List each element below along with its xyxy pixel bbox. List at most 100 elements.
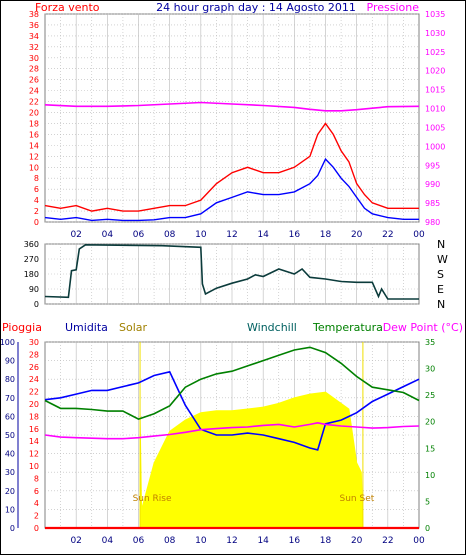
chart3-umidita-tick-label: 22 — [29, 388, 39, 397]
chart3-pioggia-tick-label: 80 — [5, 375, 15, 384]
legend-windchill: Windchill — [247, 321, 297, 334]
chart1-x-tick-label: 18 — [320, 230, 332, 240]
chart1-grid — [45, 13, 419, 223]
chart3-sunrise-label: Sun Rise — [133, 494, 172, 504]
chart3-umidita-tick-label: 0 — [34, 524, 39, 533]
chart1-right-tick-label: 990 — [425, 180, 440, 189]
chart1-right-tick-label: 995 — [425, 161, 440, 170]
chart1-left-tick-label: 28 — [29, 65, 39, 74]
chart1-left-tick-label: 10 — [29, 163, 39, 172]
chart3-solar-area — [139, 391, 364, 529]
chart1-left-tick-label: 8 — [34, 174, 39, 183]
chart1-left-tick-label: 30 — [29, 54, 39, 63]
chart3-temp-tick-label: 20 — [425, 418, 435, 427]
chart2-compass-label: W — [437, 253, 448, 266]
chart1-left-tick-label: 0 — [34, 218, 39, 227]
chart1-right-label: Pressione — [367, 1, 420, 14]
chart3-pioggia-tick-label: 60 — [5, 412, 15, 421]
chart3-series-line-1 — [44, 370, 420, 451]
legend-solar: Solar — [119, 321, 148, 334]
chart1-x-tick-label: 22 — [382, 230, 393, 240]
chart2-series — [44, 243, 419, 300]
chart1-left-tick-label: 32 — [29, 43, 39, 52]
chart3-pioggia-tick-label: 70 — [5, 394, 15, 403]
chart1-title: 24 hour graph day : 14 Agosto 2011 — [156, 1, 356, 14]
legend-dewpoint: Dew Point (°C) — [383, 321, 463, 334]
chart3-x-tick-label: 14 — [257, 536, 269, 546]
chart3-umidita-tick-label: 24 — [29, 375, 39, 384]
chart3-x-tick-label: 10 — [195, 536, 207, 546]
chart3-umidita-tick-label: 10 — [29, 462, 39, 471]
chart3-umidita-tick-label: 26 — [29, 363, 39, 372]
chart3-x-tick-label: 02 — [70, 536, 81, 546]
chart3-temp-tick-label: 10 — [425, 471, 435, 480]
chart3-umidita-tick-label: 28 — [29, 350, 39, 359]
chart3-umidita-tick-label: 14 — [29, 437, 39, 446]
chart1-right-tick-label: 1000 — [425, 142, 445, 151]
chart3-pioggia-tick-label: 0 — [10, 524, 15, 533]
chart1-right-tick-label: 1025 — [425, 48, 445, 57]
chart2-left-tick-label: 180 — [24, 270, 39, 279]
chart1-right-tick-label: 1005 — [425, 123, 445, 132]
chart1-left-tick-label: 24 — [29, 87, 39, 96]
chart2-compass-label: S — [437, 268, 444, 281]
chart1-left-tick-label: 22 — [29, 98, 39, 107]
chart2-compass-label: N — [437, 238, 445, 251]
chart3-x-tick-label: 00 — [413, 536, 425, 546]
chart1-right-tick-label: 1035 — [425, 10, 445, 19]
chart1-left-tick-label: 16 — [29, 130, 39, 139]
chart1-x-tick-label: 20 — [351, 230, 363, 240]
chart3-pioggia-tick-label: 40 — [5, 450, 15, 459]
chart1-left-tick-label: 34 — [29, 32, 39, 41]
chart1-x-tick-label: 12 — [226, 230, 237, 240]
chart1-right-tick-label: 1010 — [425, 105, 445, 114]
chart3-sunset-label: Sun Set — [340, 494, 375, 504]
chart1-series-line-0 — [44, 122, 419, 212]
chart3-x-tick-label: 22 — [382, 536, 393, 546]
chart3-temp-tick-label: 5 — [425, 497, 430, 506]
chart3-x-tick-label: 06 — [133, 536, 145, 546]
chart3-umidita-tick-label: 30 — [29, 338, 39, 347]
chart3-umidita-tick-label: 8 — [34, 474, 39, 483]
chart1-x-tick-label: 08 — [164, 230, 176, 240]
chart2-left-tick-label: 270 — [24, 255, 39, 264]
chart1-x-tick-label: 10 — [195, 230, 207, 240]
chart3-umidita-tick-label: 18 — [29, 412, 39, 421]
chart2-left-tick-label: 360 — [24, 240, 39, 249]
chart1-series — [44, 101, 420, 222]
chart3-pioggia-tick-label: 30 — [5, 468, 15, 477]
legend-temperatura: Temperatura — [312, 321, 383, 334]
chart1-left-tick-label: 36 — [29, 21, 39, 30]
chart3-temp-tick-label: 15 — [425, 444, 435, 453]
chart2-grid — [45, 243, 419, 305]
chart1-left-label: Forza vento — [35, 1, 100, 14]
chart3-pioggia-tick-label: 90 — [5, 357, 15, 366]
chart3-umidita-tick-label: 16 — [29, 425, 39, 434]
chart1-left-tick-label: 26 — [29, 76, 39, 85]
chart1-x-tick-label: 06 — [133, 230, 145, 240]
chart3-x-tick-label: 12 — [226, 536, 237, 546]
chart1-right-tick-label: 980 — [425, 218, 440, 227]
chart1-right-tick-label: 1015 — [425, 86, 445, 95]
chart1-x-tick-label: 02 — [70, 230, 81, 240]
chart1-left-tick-label: 18 — [29, 119, 39, 128]
chart3-x-tick-label: 08 — [164, 536, 176, 546]
chart3-pioggia-tick-label: 100 — [1, 338, 15, 347]
chart2-left-tick-label: 0 — [34, 300, 39, 309]
chart2-compass-label: N — [437, 298, 445, 311]
chart3-x-tick-label: 16 — [289, 536, 301, 546]
chart2-series-line-0 — [44, 243, 419, 300]
chart1-left-tick-label: 14 — [29, 141, 39, 150]
chart3-series-line-3 — [44, 421, 420, 440]
chart3-ticks: 0102030405060708090100024681012141618202… — [0, 338, 435, 546]
chart3-umidita-tick-label: 20 — [29, 400, 39, 409]
chart1-right-tick-label: 1030 — [425, 29, 445, 38]
chart3-x-tick-label: 20 — [351, 536, 363, 546]
chart3-pioggia-tick-label: 20 — [5, 487, 15, 496]
chart3-umidita-tick-label: 12 — [29, 450, 39, 459]
chart3-umidita-tick-label: 2 — [34, 512, 39, 521]
chart1-x-tick-label: 00 — [413, 230, 425, 240]
